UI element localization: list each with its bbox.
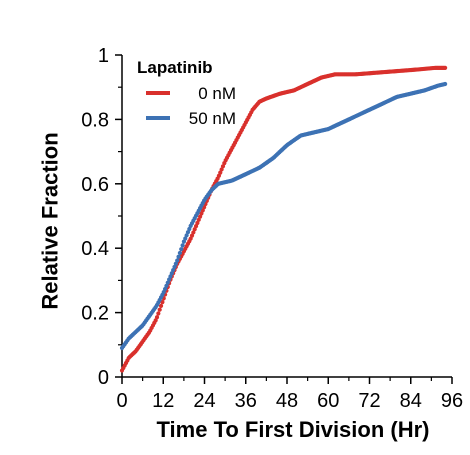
data-point bbox=[164, 283, 169, 288]
y-tick-label: 0.4 bbox=[81, 238, 109, 260]
data-point bbox=[157, 307, 162, 312]
x-tick-label: 12 bbox=[152, 390, 174, 412]
axes: 0 0.2 0.4 0.6 0.8 1 0 12 24 36 48 60 72 84 96 bbox=[81, 45, 463, 412]
data-point bbox=[177, 250, 182, 256]
x-tick-label: 0 bbox=[116, 390, 127, 412]
series-layer bbox=[119, 65, 448, 373]
y-ticks: 0 0.2 0.4 0.6 0.8 1 bbox=[81, 45, 122, 389]
legend-items: 0 nM 50 nM bbox=[146, 84, 236, 128]
legend-title: Lapatinib bbox=[137, 58, 213, 77]
data-point bbox=[183, 236, 188, 241]
data-point bbox=[173, 261, 178, 266]
data-point bbox=[169, 271, 174, 276]
y-tick-label: 0.8 bbox=[81, 109, 109, 131]
data-point bbox=[162, 286, 168, 292]
y-tick-label: 1 bbox=[98, 45, 109, 67]
data-point bbox=[171, 267, 176, 273]
data-point bbox=[191, 230, 196, 235]
data-point bbox=[197, 214, 203, 219]
data-point bbox=[179, 247, 184, 252]
data-point bbox=[216, 173, 222, 178]
data-point bbox=[172, 264, 177, 270]
data-point bbox=[161, 290, 166, 295]
data-point bbox=[196, 217, 201, 222]
data-point bbox=[156, 311, 161, 316]
data-point bbox=[219, 167, 224, 172]
data-point bbox=[181, 239, 187, 244]
data-point bbox=[443, 81, 448, 87]
x-tick-label: 36 bbox=[235, 390, 257, 412]
data-point bbox=[158, 303, 164, 309]
y-tick-label: 0 bbox=[98, 367, 109, 389]
x-ticks: 0 12 24 36 48 60 72 84 96 bbox=[116, 377, 463, 412]
x-tick-label: 24 bbox=[193, 390, 215, 412]
data-point bbox=[220, 164, 226, 169]
data-point bbox=[167, 277, 172, 282]
data-point bbox=[168, 274, 173, 279]
data-point bbox=[218, 170, 223, 175]
series-2 bbox=[119, 81, 448, 351]
data-point bbox=[187, 226, 192, 232]
legend: Lapatinib 0 nM 50 nM bbox=[137, 58, 236, 128]
data-point bbox=[443, 65, 448, 70]
y-axis-title: Relative Fraction bbox=[38, 132, 63, 309]
data-point bbox=[195, 220, 200, 226]
data-point bbox=[175, 258, 180, 263]
data-point bbox=[192, 227, 197, 232]
legend-label: 0 nM bbox=[198, 84, 236, 103]
x-tick-label: 60 bbox=[317, 390, 339, 412]
data-point bbox=[180, 243, 185, 248]
x-tick-label: 72 bbox=[358, 390, 380, 412]
data-point bbox=[193, 224, 199, 229]
data-point bbox=[154, 315, 160, 320]
x-tick-label: 96 bbox=[441, 390, 463, 412]
y-tick-label: 0.6 bbox=[81, 174, 109, 196]
y-tick-label: 0.2 bbox=[81, 303, 109, 325]
x-tick-label: 48 bbox=[276, 390, 298, 412]
data-point bbox=[165, 280, 170, 285]
x-axis-title: Time To First Division (Hr) bbox=[157, 417, 430, 442]
data-point bbox=[189, 233, 195, 238]
x-tick-label: 84 bbox=[400, 390, 422, 412]
data-point bbox=[185, 230, 191, 235]
data-point bbox=[199, 211, 204, 216]
data-point bbox=[184, 233, 189, 238]
legend-label: 50 nM bbox=[189, 109, 236, 128]
data-point bbox=[176, 254, 181, 259]
series-1 bbox=[119, 65, 448, 373]
